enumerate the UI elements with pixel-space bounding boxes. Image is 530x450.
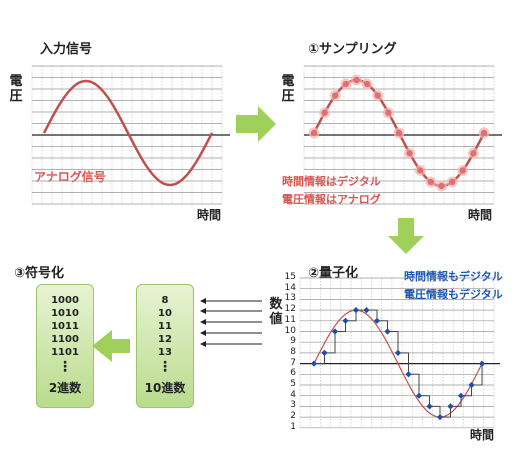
quantize-y-tick: 14 xyxy=(284,282,296,293)
quantize-y-tick: 11 xyxy=(284,314,296,325)
decimal-values: 8 10 11 12 13 xyxy=(137,294,193,359)
quantize-y-tick: 8 xyxy=(290,346,296,357)
quantized-point xyxy=(310,360,318,367)
quantize-grid xyxy=(299,277,500,429)
sampling-title: ①サンプリング xyxy=(308,42,397,57)
arrow-to-binary xyxy=(92,330,130,362)
quantized-point xyxy=(457,392,465,399)
quantize-x-axis-label: 時間 xyxy=(470,428,495,442)
sample-point xyxy=(342,80,350,88)
quantize-y-tick: 5 xyxy=(290,379,296,389)
quantize-reference-wave xyxy=(313,309,483,418)
quantized-point xyxy=(321,349,328,357)
quantize-y-tick: 10 xyxy=(284,325,296,336)
sample-point xyxy=(417,167,424,174)
quantize-y-tick: 6 xyxy=(290,368,296,379)
sample-point xyxy=(406,150,413,157)
sample-point xyxy=(353,76,360,84)
quantized-point xyxy=(447,403,454,410)
quantized-point xyxy=(331,328,339,335)
value-arrow-head xyxy=(200,341,206,347)
sample-point xyxy=(395,129,403,137)
sampling-y-axis-label: 電圧 xyxy=(281,74,295,104)
quantize-y-tick: 13 xyxy=(284,293,296,304)
input-signal-title: 入力信号 xyxy=(40,42,93,57)
arrow-to-quantize xyxy=(388,218,424,254)
value-arrow-head xyxy=(200,298,206,304)
decimal-label: 10進数 xyxy=(144,381,186,395)
binary-label: 2進数 xyxy=(48,381,82,395)
quantized-point xyxy=(373,317,381,324)
sampling-x-axis-label: 時間 xyxy=(468,208,493,222)
sample-point xyxy=(427,178,435,186)
binary-value-1: 1010 xyxy=(51,308,79,319)
decimal-value-0: 8 xyxy=(161,295,169,306)
quantized-point xyxy=(342,317,349,324)
binary-values: 1000 1010 1011 1100 1101 xyxy=(37,294,93,359)
quantize-y-tick: 3 xyxy=(290,400,296,411)
sampling-note-voltage: 電圧情報はアナログ xyxy=(282,193,381,206)
arrow-to-sampling xyxy=(236,106,276,142)
sample-point xyxy=(385,109,392,116)
value-arrow-head xyxy=(200,308,206,314)
quantize-y-tick: 7 xyxy=(290,357,296,368)
value-transfer-arrows xyxy=(200,298,262,347)
quantize-y-tick: 9 xyxy=(290,336,296,347)
sample-point xyxy=(459,167,466,174)
quantized-point xyxy=(415,392,423,399)
input-y-axis-label: 電圧 xyxy=(9,74,23,104)
quantize-note-time: 時間情報もデジタル xyxy=(404,270,503,283)
binary-value-0: 1000 xyxy=(51,295,79,306)
sample-point xyxy=(310,129,318,137)
quantized-point xyxy=(405,371,412,378)
decimal-value-1: 10 xyxy=(158,308,172,319)
quantized-point xyxy=(468,381,475,389)
decimal-value-4: 13 xyxy=(158,347,172,358)
decimal-value-3: 12 xyxy=(158,334,172,345)
value-arrow-head xyxy=(200,319,206,325)
sample-point xyxy=(448,178,456,186)
encoding-title: ③符号化 xyxy=(14,266,65,281)
sample-point xyxy=(470,150,477,157)
quantization-title: ②量子化 xyxy=(308,266,359,281)
sample-point xyxy=(363,80,371,88)
decimal-ellipsis: ⋮ xyxy=(158,359,172,375)
binary-value-4: 1101 xyxy=(51,347,79,358)
quantize-y-tick: 12 xyxy=(284,304,296,315)
input-x-axis-label: 時間 xyxy=(197,208,222,222)
quantized-point xyxy=(352,306,360,314)
input-grid xyxy=(31,65,230,205)
binary-ellipsis: ⋮ xyxy=(58,359,72,375)
sampling-note-time: 時間情報はデジタル xyxy=(282,175,381,188)
quantized-point xyxy=(478,360,486,367)
binary-value-3: 1100 xyxy=(51,334,79,345)
quantized-point xyxy=(436,413,444,421)
quantized-point xyxy=(363,306,370,314)
quantized-point xyxy=(394,349,402,357)
quantize-y-tick: 4 xyxy=(290,389,296,400)
sample-point xyxy=(332,92,339,99)
decimal-box: 8 10 11 12 13 ⋮ 10進数 xyxy=(136,284,194,408)
decimal-value-2: 11 xyxy=(158,321,172,332)
value-arrow-head xyxy=(200,330,206,336)
sample-points xyxy=(308,74,490,192)
sample-point xyxy=(480,129,488,137)
quantize-y-axis-label: 数値 xyxy=(269,297,283,327)
sample-point xyxy=(438,182,445,190)
sample-point xyxy=(374,92,381,99)
quantized-points xyxy=(310,306,486,421)
quantized-point xyxy=(426,403,433,410)
sample-point xyxy=(321,109,328,116)
quantize-y-tick: 15 xyxy=(284,272,296,282)
quantize-staircase xyxy=(314,309,483,418)
binary-value-2: 1011 xyxy=(51,321,79,332)
quantized-point xyxy=(384,328,391,335)
input-analog-wave xyxy=(42,79,214,187)
binary-box: 1000 1010 1011 1100 1101 ⋮ 2進数 xyxy=(36,284,94,408)
quantize-y-tick: 2 xyxy=(290,411,296,422)
quantize-y-tick: 1 xyxy=(290,421,296,432)
